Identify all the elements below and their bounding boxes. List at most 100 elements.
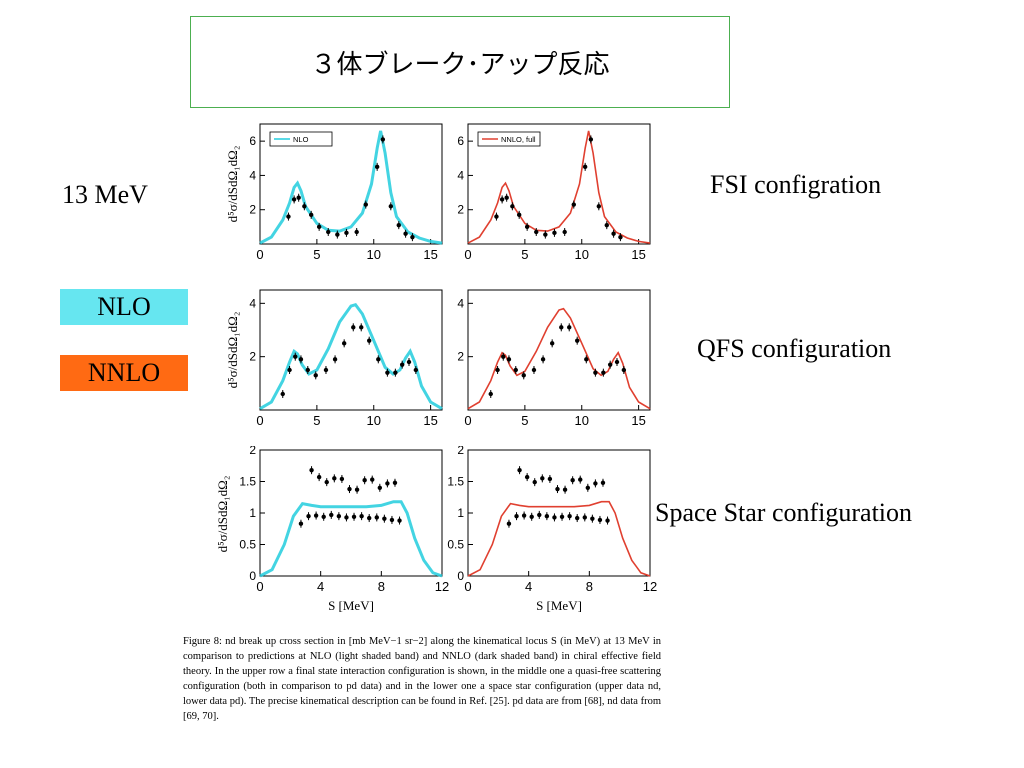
y-tick-label: 2: [249, 446, 256, 457]
data-point: [332, 357, 338, 362]
legend-label: NLO: [293, 135, 309, 144]
data-point: [524, 224, 530, 230]
plot-frame: [467, 449, 651, 577]
data-point: [308, 212, 314, 218]
data-point: [332, 476, 337, 481]
data-point: [362, 478, 367, 483]
plot-frame: [467, 289, 651, 411]
data-point: [605, 518, 610, 523]
data-point: [397, 518, 402, 523]
plot-frame: [259, 289, 443, 411]
data-point: [392, 480, 398, 485]
data-point: [543, 232, 548, 237]
x-tick-label: 8: [378, 579, 385, 594]
data-point: [336, 513, 342, 519]
chart-space-star-nnlo: 0 4 8 12 0 0.5 1 1.5 2 S [MeV]: [436, 446, 658, 618]
data-point: [396, 222, 401, 228]
y-tick-label: 2: [249, 350, 256, 364]
y-tick-label: 6: [249, 134, 256, 148]
data-point: [403, 231, 408, 236]
data-point: [406, 359, 412, 365]
x-tick-label: 0: [464, 413, 471, 428]
qfs-configuration-label: QFS configuration: [697, 334, 892, 363]
data-point: [321, 514, 326, 519]
data-point: [495, 367, 500, 373]
data-point: [316, 224, 322, 230]
data-point: [354, 229, 359, 235]
data-point: [571, 202, 576, 207]
chart-fsi-nnlo: 0 5 10 15 2 4 6 NNLO, full: [436, 120, 658, 270]
data-point: [567, 513, 572, 519]
data-point: [302, 204, 307, 209]
data-point: [410, 234, 415, 240]
legend-label: NNLO, full: [501, 135, 536, 144]
x-tick-label: 15: [631, 247, 645, 262]
data-point: [521, 373, 526, 378]
x-tick-label: 5: [521, 247, 528, 262]
data-point: [532, 479, 537, 485]
data-point: [575, 338, 580, 343]
x-axis-label: S [MeV]: [328, 598, 374, 613]
data-point: [399, 362, 405, 367]
data-point: [344, 515, 349, 520]
nnlo-theory-curve: [467, 500, 651, 577]
legend-frame: [477, 131, 541, 147]
x-tick-label: 5: [313, 413, 320, 428]
data-point: [393, 370, 398, 375]
data-point: [584, 357, 589, 362]
legend-nlo: NLO: [60, 289, 188, 325]
x-tick-label: 10: [367, 247, 381, 262]
data-point: [374, 515, 379, 520]
data-point: [324, 479, 329, 485]
nlo-theory-curve: [259, 500, 443, 578]
x-tick-label: 15: [423, 413, 437, 428]
data-point: [601, 370, 606, 375]
x-tick-label: 8: [586, 579, 593, 594]
data-point: [529, 514, 534, 519]
x-axis-label: S [MeV]: [536, 598, 582, 613]
data-point: [607, 362, 613, 367]
data-point: [555, 486, 560, 492]
data-point: [367, 338, 372, 343]
data-point: [359, 325, 364, 330]
y-tick-label: 4: [457, 296, 464, 310]
data-point: [376, 357, 381, 362]
data-point: [614, 359, 620, 365]
data-point: [306, 513, 311, 519]
y-tick-label: 2: [457, 446, 464, 457]
x-tick-label: 15: [631, 413, 645, 428]
data-point: [540, 476, 545, 481]
data-point: [600, 480, 606, 485]
data-point: [552, 515, 557, 520]
data-point: [488, 391, 493, 397]
x-tick-label: 0: [464, 247, 471, 262]
data-point: [517, 467, 522, 473]
data-point: [305, 367, 310, 373]
data-point: [590, 516, 595, 521]
data-point: [524, 474, 530, 480]
nlo-theory-curve: [259, 302, 443, 410]
data-point: [347, 486, 352, 492]
x-tick-label: 10: [575, 247, 589, 262]
data-point: [593, 481, 598, 486]
y-tick-label: 2: [457, 350, 464, 364]
data-point: [562, 229, 567, 235]
data-point: [351, 325, 356, 330]
y-tick-label: 1: [457, 506, 464, 520]
data-point: [382, 516, 387, 521]
data-point: [514, 513, 519, 519]
data-point: [506, 357, 512, 362]
data-point: [298, 357, 304, 362]
plot-frame: [259, 123, 443, 245]
data-point: [578, 477, 583, 482]
data-point: [326, 229, 331, 235]
data-point: [363, 202, 368, 207]
x-tick-label: 5: [521, 413, 528, 428]
energy-label: 13 MeV: [62, 180, 148, 209]
data-point: [316, 474, 322, 480]
data-point: [389, 517, 395, 523]
data-point: [501, 354, 506, 359]
data-point: [621, 367, 627, 373]
data-point: [309, 467, 314, 473]
figure-caption: Figure 8: nd break up cross section in […: [183, 636, 661, 722]
